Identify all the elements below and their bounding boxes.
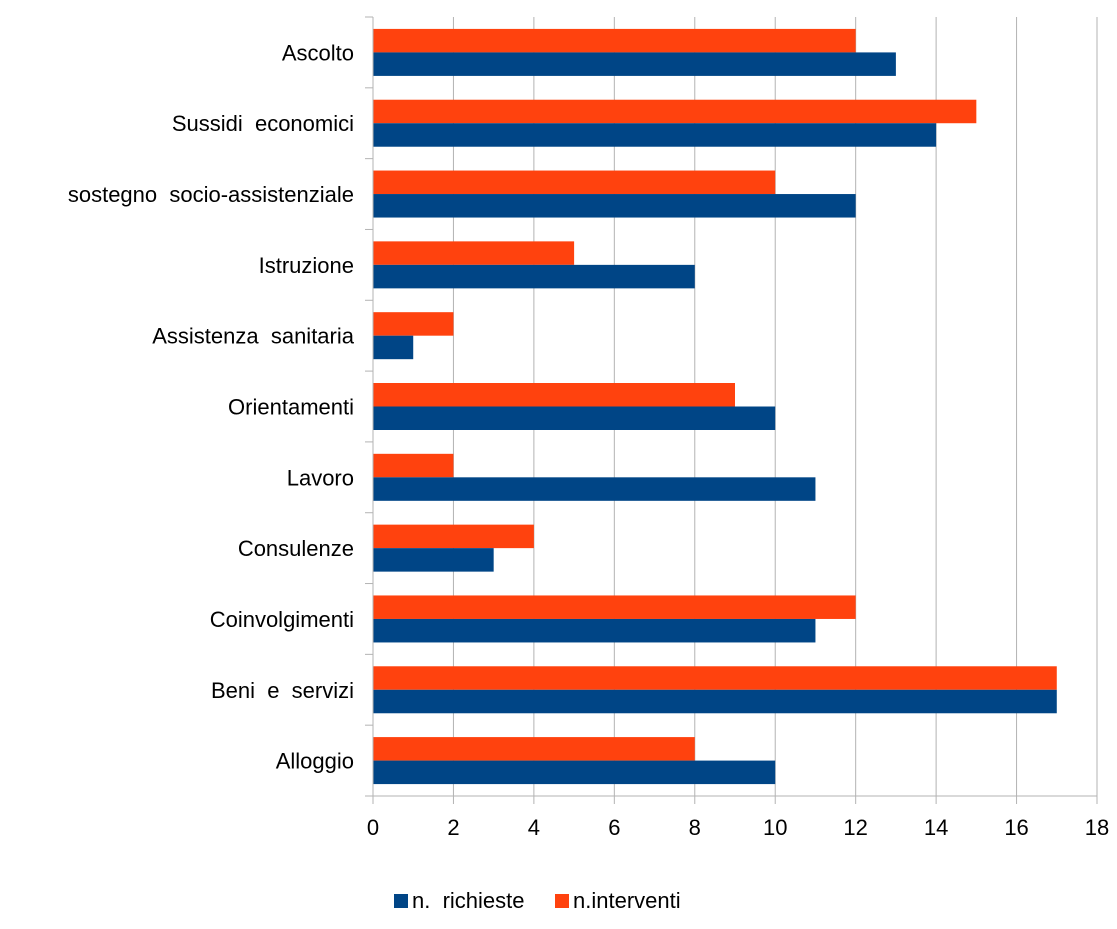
bar-n-interventi bbox=[373, 666, 1057, 690]
x-tick-label: 0 bbox=[367, 815, 379, 840]
x-tick-labels: 0 2 4 6 8 10 12 14 16 18 bbox=[367, 815, 1109, 840]
bar-n-richieste bbox=[373, 194, 856, 218]
axes bbox=[365, 16, 1098, 804]
bar-n-interventi bbox=[373, 99, 977, 124]
legend-swatch-n-richieste bbox=[394, 894, 408, 908]
x-tick-label: 2 bbox=[447, 815, 459, 840]
bar-n-richieste bbox=[373, 548, 494, 572]
category-label: Consulenze bbox=[238, 536, 354, 561]
bars bbox=[373, 28, 1057, 785]
x-tick-label: 18 bbox=[1085, 815, 1109, 840]
legend-swatch-n-interventi bbox=[555, 894, 569, 908]
x-tick-label: 4 bbox=[528, 815, 540, 840]
bar-n-richieste bbox=[373, 335, 414, 360]
bar-n-richieste bbox=[373, 52, 896, 76]
legend: n. richieste n.interventi bbox=[394, 888, 681, 913]
category-labels: Ascolto Sussidi economici sostegno socio-a… bbox=[68, 40, 355, 773]
bar-n-interventi bbox=[373, 737, 695, 761]
x-tick-label: 12 bbox=[843, 815, 867, 840]
bar-n-interventi bbox=[373, 170, 776, 195]
bar-n-interventi bbox=[373, 453, 454, 478]
category-label: Istruzione bbox=[259, 253, 354, 278]
bar-n-interventi bbox=[373, 595, 856, 619]
bar-n-richieste bbox=[373, 406, 776, 430]
x-tick-label: 16 bbox=[1004, 815, 1028, 840]
category-label: Coinvolgimenti bbox=[210, 607, 354, 632]
x-tick-label: 6 bbox=[608, 815, 620, 840]
bar-n-richieste bbox=[373, 760, 776, 785]
bar-n-interventi bbox=[373, 312, 454, 336]
bar-n-interventi bbox=[373, 383, 735, 407]
bar-n-richieste bbox=[373, 123, 937, 147]
legend-label-n-interventi: n.interventi bbox=[573, 888, 681, 913]
bar-n-richieste bbox=[373, 477, 816, 501]
bar-n-interventi bbox=[373, 241, 575, 265]
category-label: Orientamenti bbox=[228, 395, 354, 420]
x-tick-label: 14 bbox=[924, 815, 948, 840]
x-tick-label: 8 bbox=[689, 815, 701, 840]
bar-n-richieste bbox=[373, 689, 1057, 714]
bar-n-richieste bbox=[373, 264, 695, 289]
category-label: Sussidi economici bbox=[172, 111, 354, 136]
category-label: Ascolto bbox=[282, 40, 354, 65]
bar-n-richieste bbox=[373, 618, 816, 643]
bar-n-interventi bbox=[373, 28, 856, 53]
category-label: Assistenza sanitaria bbox=[152, 324, 355, 349]
x-tick-label: 10 bbox=[763, 815, 787, 840]
legend-label-n-richieste: n. richieste bbox=[412, 888, 525, 913]
category-label: sostegno socio-assistenziale bbox=[68, 182, 354, 207]
category-label: Lavoro bbox=[287, 465, 354, 490]
bar-n-interventi bbox=[373, 524, 534, 549]
category-label: Beni e servizi bbox=[211, 678, 354, 703]
category-label: Alloggio bbox=[276, 749, 354, 774]
